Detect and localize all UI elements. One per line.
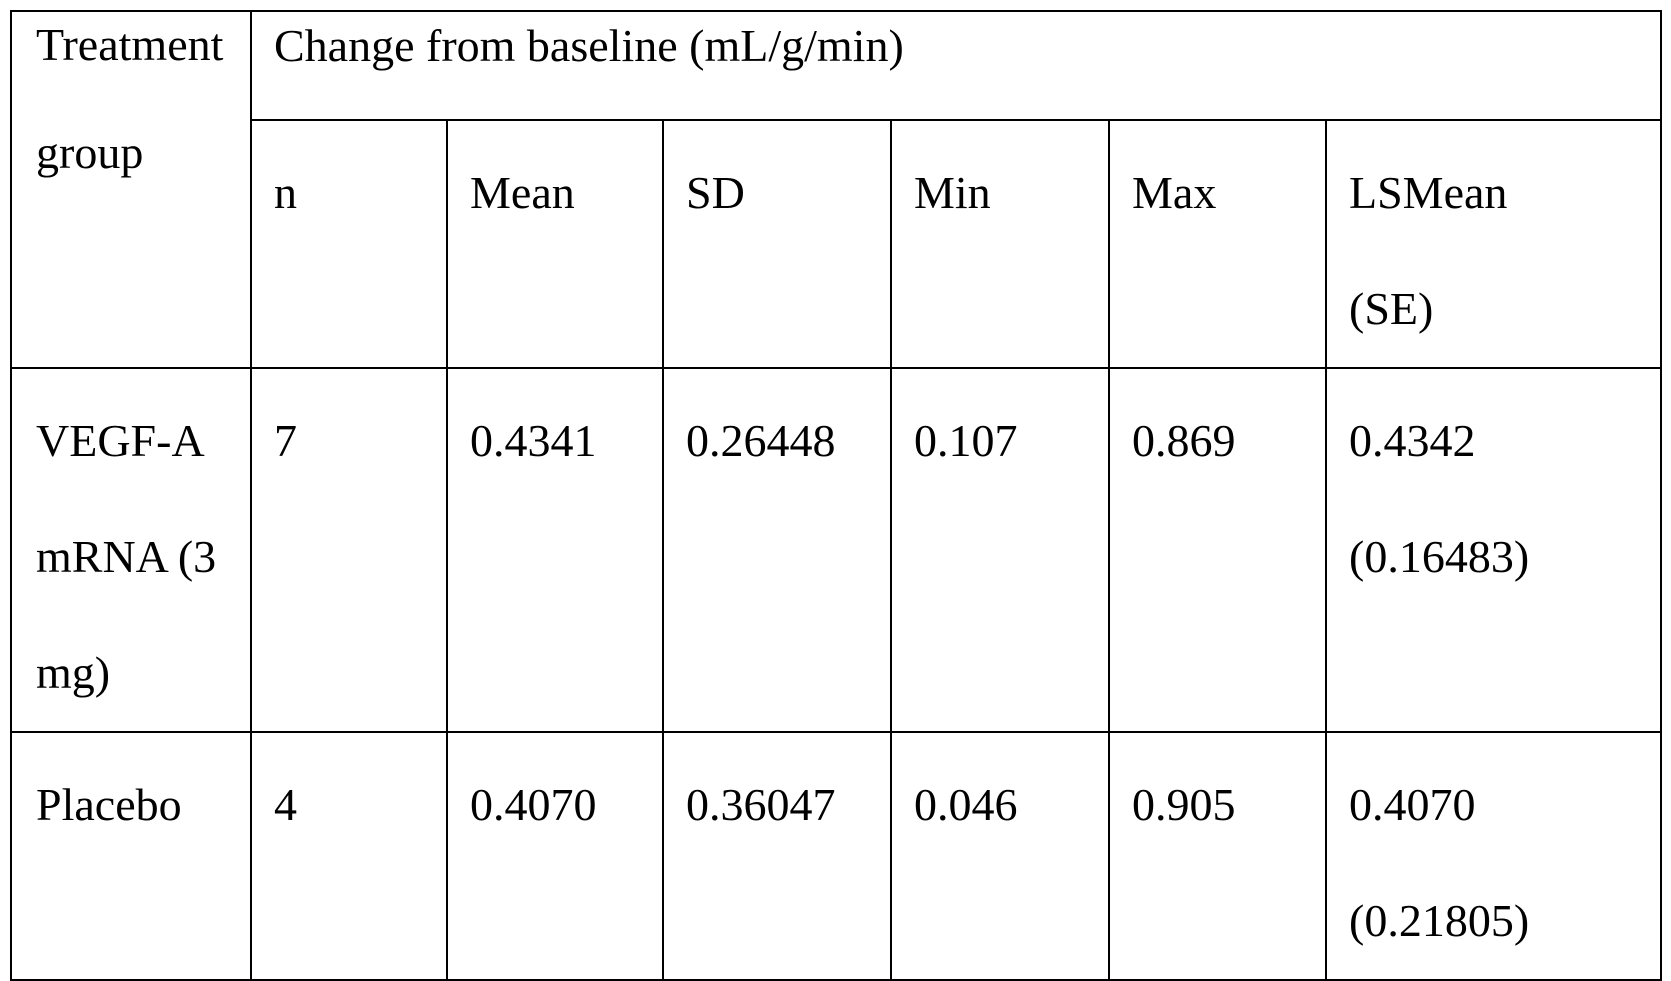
change-from-baseline-header: Change from baseline (mL/g/min) [251, 11, 1661, 120]
group-cell: VEGF-A mRNA (3 mg) [11, 368, 251, 732]
lsmean-header: LSMean (SE) [1326, 120, 1661, 368]
lsmean-cell: 0.4070 (0.21805) [1326, 732, 1661, 980]
lsmean-header-line-2: (SE) [1349, 251, 1660, 367]
max-header: Max [1109, 120, 1326, 368]
sd-header: SD [663, 120, 891, 368]
min-cell: 0.046 [891, 732, 1109, 980]
treatment-group-header-line-1: Treatment [36, 12, 250, 78]
table-row: VEGF-A mRNA (3 mg) 7 0.4341 0.26448 0.10… [11, 368, 1661, 732]
lsmean-value: 0.4070 [1349, 747, 1660, 863]
lsmean-value: 0.4342 [1349, 383, 1660, 499]
mean-cell: 0.4070 [447, 732, 663, 980]
lsmean-se: (0.21805) [1349, 863, 1660, 979]
sd-cell: 0.36047 [663, 732, 891, 980]
header-row-sub: n Mean SD Min Max LSMean (SE) [11, 120, 1661, 368]
max-cell: 0.905 [1109, 732, 1326, 980]
min-cell: 0.107 [891, 368, 1109, 732]
n-header: n [251, 120, 447, 368]
header-row-top: Treatment group Change from baseline (mL… [11, 11, 1661, 120]
treatment-group-header-line-2: group [36, 78, 250, 228]
mean-header: Mean [447, 120, 663, 368]
lsmean-cell: 0.4342 (0.16483) [1326, 368, 1661, 732]
n-cell: 4 [251, 732, 447, 980]
group-cell-line: mRNA (3 [36, 499, 250, 615]
treatment-group-header: Treatment group [11, 11, 251, 368]
group-cell-line: mg) [36, 615, 250, 731]
group-cell-line: Placebo [36, 747, 250, 863]
sd-cell: 0.26448 [663, 368, 891, 732]
mean-cell: 0.4341 [447, 368, 663, 732]
min-header: Min [891, 120, 1109, 368]
max-cell: 0.869 [1109, 368, 1326, 732]
results-table: Treatment group Change from baseline (mL… [10, 10, 1662, 981]
group-cell: Placebo [11, 732, 251, 980]
table-row: Placebo 4 0.4070 0.36047 0.046 0.905 0.4… [11, 732, 1661, 980]
n-cell: 7 [251, 368, 447, 732]
lsmean-se: (0.16483) [1349, 499, 1660, 615]
lsmean-header-line-1: LSMean [1349, 135, 1660, 251]
group-cell-line: VEGF-A [36, 383, 250, 499]
